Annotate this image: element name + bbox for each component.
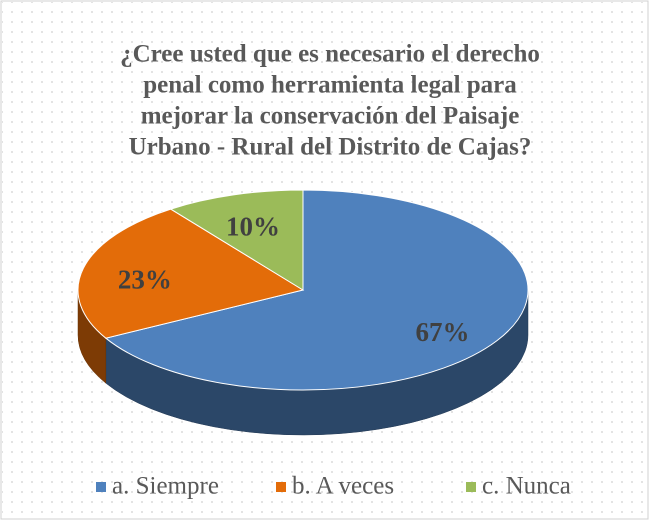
data-label: 67% <box>415 317 469 347</box>
legend: a. Siempre b. A veces c. Nunca <box>96 473 571 500</box>
pie-slice <box>77 208 305 339</box>
chart-title: ¿Cree usted que es necesario el derecho <box>120 41 540 68</box>
legend-swatch <box>96 482 106 492</box>
data-label: 23% <box>118 264 172 294</box>
legend-label: c. Nunca <box>482 473 571 500</box>
pie-slice <box>169 189 304 291</box>
pie: 67% 23% 10% <box>77 189 529 436</box>
legend-label: b. A veces <box>292 473 394 500</box>
legend-swatch <box>466 482 476 492</box>
chart-title: Urbano - Rural del Distrito de Cajas? <box>129 134 532 161</box>
chart-title: mejorar la conservación del Paisaje <box>141 103 520 130</box>
title: ¿Cree usted que es necesario el derecho p… <box>120 41 540 161</box>
legend-swatch <box>276 482 286 492</box>
chart-title: penal como herramienta legal para <box>143 72 517 99</box>
pie-slice <box>104 189 529 391</box>
legend-label: a. Siempre <box>112 473 219 500</box>
data-label: 10% <box>226 212 280 242</box>
